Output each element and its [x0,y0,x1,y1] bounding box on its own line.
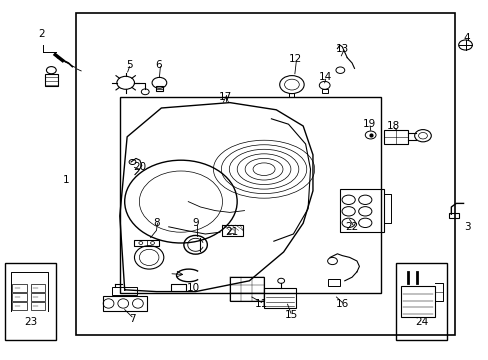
Bar [12,284,27,292]
Text: 12: 12 [288,54,302,64]
Bar [321,89,327,93]
Text: 18: 18 [386,121,400,131]
Text: 21: 21 [225,227,239,237]
Text: 19: 19 [362,119,375,129]
Text: 24: 24 [414,317,428,327]
Bar [45,74,58,86]
Text: 2: 2 [38,29,45,39]
Bar [134,240,159,246]
Text: 1: 1 [62,175,69,185]
Bar [400,286,434,317]
Bar [289,93,294,97]
Text: 16: 16 [335,299,348,309]
Text: 5: 5 [126,60,133,70]
Text: 13: 13 [335,44,348,54]
Bar [76,13,454,335]
Text: 9: 9 [192,218,199,228]
Text: 10: 10 [186,283,199,293]
Bar [339,189,383,232]
Text: 23: 23 [24,317,38,327]
Bar [12,293,27,301]
Bar [229,277,264,301]
Bar [12,302,27,310]
Text: 22: 22 [345,222,358,232]
Text: 8: 8 [153,218,160,228]
Bar [31,284,45,292]
Bar [156,86,163,91]
Text: 4: 4 [463,33,469,43]
Bar [120,97,381,293]
Text: 15: 15 [284,310,297,320]
Bar [31,293,45,301]
Bar [102,296,146,311]
Text: 11: 11 [254,299,268,309]
Text: 3: 3 [463,222,469,232]
Bar [327,279,339,286]
Text: 20: 20 [133,162,145,172]
Text: 17: 17 [218,92,231,102]
Text: 14: 14 [318,72,331,82]
Bar [383,130,407,144]
Text: 7: 7 [128,314,135,324]
Bar [264,288,295,308]
Text: 6: 6 [155,60,162,70]
Bar [448,213,458,218]
Bar [395,263,447,340]
Bar [222,225,243,236]
Bar [31,302,45,310]
Bar [5,263,56,340]
Bar [112,287,137,295]
